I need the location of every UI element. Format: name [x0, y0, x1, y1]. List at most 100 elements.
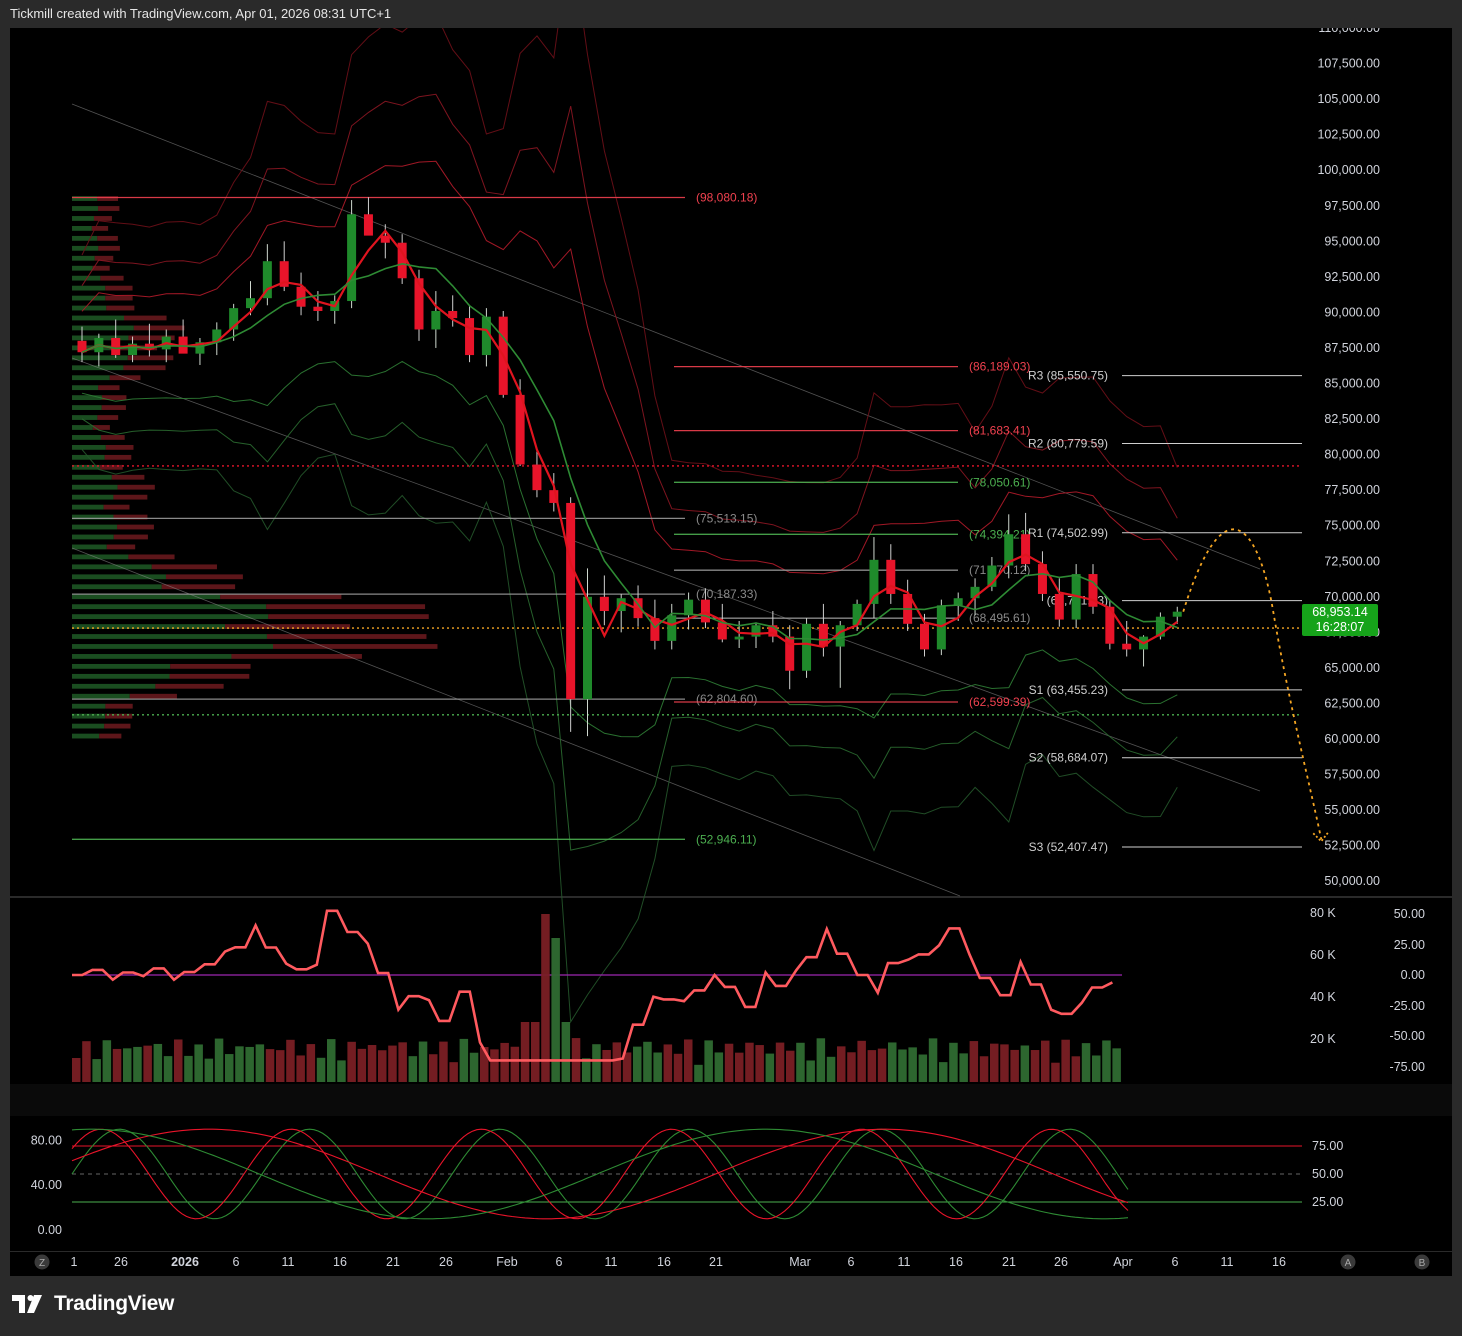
- price-tick-label: 97,500.00: [1324, 199, 1380, 213]
- time-tick-label: Mar: [789, 1255, 811, 1269]
- candle: [229, 303, 239, 341]
- volume-profile-up-bar: [72, 564, 152, 570]
- candle-body: [1122, 643, 1132, 650]
- price-tick-label: 107,500.00: [1317, 57, 1380, 71]
- volume-profile-down-bar: [97, 415, 119, 420]
- volume-bar: [969, 1041, 979, 1082]
- candle-body: [583, 596, 592, 700]
- candle-body: [532, 464, 542, 491]
- candle-body: [128, 343, 138, 356]
- volume-profile-down-bar: [106, 544, 136, 550]
- volume-tick-label: 60 K: [1310, 948, 1336, 962]
- volume-profile-down-bar: [105, 444, 134, 450]
- volume-bar: [888, 1042, 897, 1082]
- price-tick-label: 50,000.00: [1324, 874, 1380, 888]
- price-tick-label: 110,000.00: [1318, 28, 1380, 35]
- volume-bar: [214, 1038, 224, 1082]
- candle: [751, 622, 761, 648]
- price-tick-label: 65,000.00: [1324, 661, 1380, 675]
- volume-bar: [174, 1039, 183, 1082]
- stoch-right-tick: 50.00: [1312, 1167, 1343, 1181]
- volume-bar: [612, 1042, 622, 1082]
- volume-profile-down-bar: [133, 325, 185, 331]
- volume-profile-down-bar: [105, 703, 133, 709]
- volume-profile-down-bar: [97, 196, 119, 201]
- time-tick-label: 16: [1272, 1255, 1286, 1269]
- stoch-line: [71, 1128, 1129, 1220]
- volume-bar: [796, 1042, 805, 1082]
- candle-body: [566, 502, 576, 700]
- candle-body: [835, 625, 845, 647]
- volume-bar: [306, 1044, 316, 1082]
- volume-bar: [939, 1062, 948, 1082]
- volume-bar: [459, 1038, 469, 1082]
- candle: [431, 291, 441, 348]
- scale-button[interactable]: B: [1414, 1254, 1430, 1270]
- band-line: [81, 93, 1178, 533]
- volume-bar: [857, 1040, 866, 1082]
- candle-body: [684, 599, 694, 616]
- level-label: (86,189.03): [969, 360, 1030, 374]
- candle-body: [279, 261, 289, 287]
- price-tick-label: 102,500.00: [1317, 128, 1380, 142]
- volume-bar: [245, 1046, 254, 1082]
- volume-profile-up-bar: [72, 474, 112, 480]
- volume-profile-down-bar: [105, 295, 133, 301]
- volume-bar: [786, 1050, 795, 1082]
- pivot-label: S3 (52,407.47): [1029, 840, 1108, 854]
- volume-profile-down-bar: [91, 226, 109, 231]
- volume-profile-down-bar: [101, 405, 126, 410]
- candle-body: [1004, 534, 1014, 566]
- bar-countdown: 16:28:07: [1315, 620, 1365, 634]
- oscillator-tick-label: 25.00: [1394, 938, 1425, 952]
- volume-bar: [582, 1058, 591, 1082]
- scale-button[interactable]: A: [1340, 1254, 1356, 1270]
- horizontal-levels: (98,080.18) (86,189.03) (81,683.41) (78,050…: [72, 190, 1300, 846]
- candle-body: [599, 596, 609, 612]
- candle: [347, 200, 357, 309]
- volume-profile-down-bar: [99, 464, 123, 470]
- volume-profile-up-bar: [72, 226, 92, 231]
- volume-profile: [72, 196, 438, 739]
- scale-button-label: B: [1419, 1258, 1426, 1269]
- volume-profile-up-bar: [72, 673, 170, 679]
- volume-bar: [653, 1052, 662, 1082]
- volume-profile-up-bar: [72, 534, 114, 540]
- pivot-label: R3 (85,550.75): [1028, 369, 1108, 383]
- candle-body: [953, 598, 963, 606]
- scale-button-bg: [1414, 1254, 1430, 1270]
- volume-bar: [928, 1038, 938, 1082]
- volume-bar: [745, 1042, 754, 1082]
- chart-header: Tickmill created with TradingView.com, A…: [10, 6, 392, 21]
- scale-button[interactable]: Z: [34, 1254, 50, 1270]
- time-tick-label: 6: [848, 1255, 855, 1269]
- candle: [785, 625, 795, 690]
- volume-profile-up-bar: [72, 683, 156, 689]
- oscillator-tick-label: 0.00: [1401, 968, 1425, 982]
- oscillator-tick-label: -75.00: [1390, 1060, 1425, 1074]
- stoch-right-tick: 75.00: [1312, 1139, 1343, 1153]
- volume-profile-up-bar: [72, 255, 95, 261]
- volume-bar: [439, 1041, 448, 1082]
- volume-bar: [877, 1048, 887, 1082]
- last-price-tag: 68,953.14 16:28:07: [1302, 604, 1378, 636]
- volume-profile-down-bar: [97, 235, 118, 241]
- pivot-label: S2 (58,684.07): [1029, 751, 1108, 765]
- candle: [616, 593, 626, 633]
- volume-oscillator-pane: 80 K 60 K 40 K 20 K 50.00 25.00 0.00 -25.00 -50.…: [72, 906, 1425, 1082]
- candle-body: [397, 242, 407, 279]
- candle: [667, 603, 677, 650]
- volume-profile-down-bar: [113, 494, 148, 500]
- chart-svg[interactable]: (98,080.18) (86,189.03) (81,683.41) (78,050…: [10, 28, 1452, 1276]
- candle: [1054, 578, 1064, 627]
- price-tick-label: 90,000.00: [1324, 305, 1380, 319]
- volume-bar: [673, 1053, 683, 1082]
- level-label: (71,870.12): [969, 563, 1030, 577]
- price-tick-label: 77,500.00: [1324, 483, 1380, 497]
- volume-profile-up-bar: [72, 216, 94, 221]
- volume-profile-up-bar: [72, 315, 124, 321]
- band-line: [81, 28, 1178, 484]
- candle-body: [347, 214, 357, 302]
- tradingview-logo[interactable]: TradingView: [12, 1292, 174, 1316]
- chart-pane[interactable]: (98,080.18) (86,189.03) (81,683.41) (78,050…: [10, 28, 1452, 1276]
